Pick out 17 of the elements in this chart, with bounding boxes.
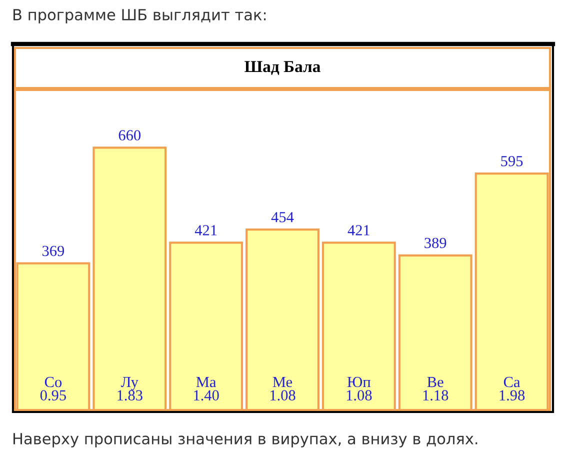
- x-tick-label: Са 1.98: [500, 376, 525, 401]
- x-tick-label: Ма 1.40: [194, 377, 219, 401]
- text: В программе ШБ выглядит так:: [14, 9, 266, 24]
- x-tick-label: Лу 1.83: [118, 376, 142, 401]
- data-label: 369: [42, 246, 64, 256]
- x-tick-label: Юп 1.08: [346, 376, 372, 401]
- x-tick-label: Со 0.95: [40, 376, 66, 401]
- data-label: 660: [118, 130, 141, 140]
- chart-title: Шад Бала: [244, 61, 320, 75]
- data-label: 421: [348, 225, 370, 236]
- data-label: 389: [424, 238, 446, 248]
- data-label: 595: [501, 156, 523, 166]
- data-label: 454: [271, 212, 294, 222]
- text: Наверху прописаны значения в вирупах, а внизу в долях.: [14, 433, 478, 448]
- data-label: 421: [194, 225, 217, 236]
- x-tick-label: Ве 1.18: [423, 377, 448, 401]
- x-tick-label: Ме 1.08: [270, 377, 296, 401]
